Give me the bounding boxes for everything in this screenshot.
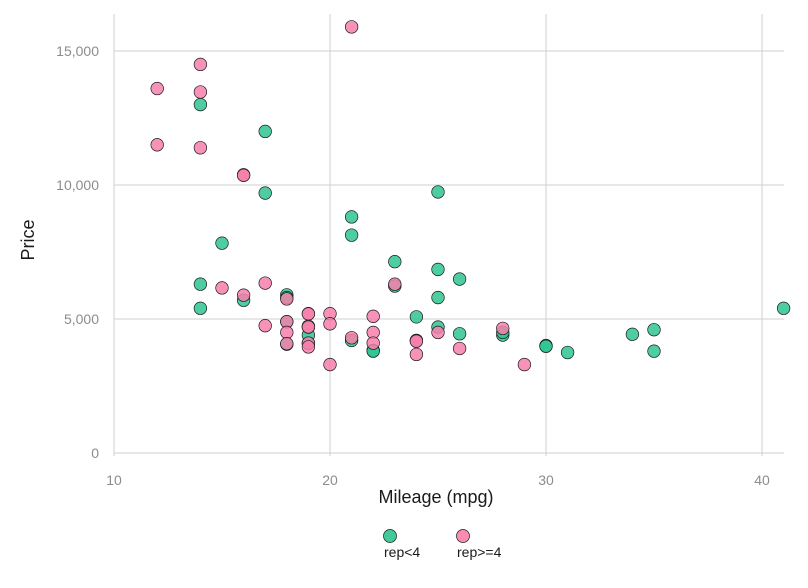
- data-point: [258, 186, 272, 200]
- data-point: [409, 310, 424, 324]
- legend-label: rep<4: [384, 544, 420, 560]
- data-point: [215, 281, 229, 295]
- data-point: [258, 124, 272, 139]
- data-point: [344, 20, 359, 34]
- data-point: [517, 357, 532, 372]
- data-point: [193, 141, 208, 155]
- legend-marker: [456, 529, 470, 543]
- data-point: [452, 327, 467, 341]
- data-point: [301, 340, 316, 354]
- data-point: [150, 138, 164, 152]
- x-axis-title: Mileage (mpg): [378, 487, 493, 507]
- y-tick-label: 0: [91, 445, 99, 461]
- data-point: [776, 301, 791, 315]
- data-point: [388, 277, 402, 291]
- data-point: [280, 337, 294, 351]
- data-point: [323, 317, 337, 331]
- data-point: [258, 319, 272, 333]
- legend-label: rep>=4: [457, 544, 502, 560]
- legend: rep<4 rep>=4: [383, 529, 502, 560]
- data-point: [539, 339, 553, 353]
- data-point: [280, 325, 294, 340]
- data-point: [647, 344, 661, 358]
- legend-marker: [383, 529, 397, 543]
- data-point: [647, 323, 661, 337]
- data-points: [150, 20, 791, 372]
- data-point: [431, 185, 445, 199]
- data-point: [409, 334, 424, 348]
- data-point: [452, 341, 467, 356]
- data-point: [344, 331, 359, 345]
- data-point: [236, 168, 251, 183]
- series-points: [150, 20, 532, 372]
- data-point: [193, 301, 208, 315]
- x-tick-label: 40: [754, 472, 770, 488]
- data-point: [366, 309, 380, 323]
- data-point: [193, 277, 208, 291]
- y-axis-title: Price: [18, 219, 38, 260]
- data-point: [280, 292, 294, 306]
- data-point: [236, 288, 251, 302]
- data-point: [431, 262, 445, 277]
- data-point: [388, 254, 402, 269]
- data-point: [452, 272, 467, 286]
- data-point: [496, 321, 510, 336]
- data-point: [193, 57, 208, 72]
- x-tick-label: 10: [106, 472, 122, 488]
- data-point: [344, 228, 359, 242]
- x-tick-label: 20: [322, 472, 338, 488]
- data-point: [193, 97, 208, 112]
- y-tick-label: 15,000: [56, 43, 99, 59]
- data-point: [215, 236, 229, 250]
- data-point: [301, 320, 316, 334]
- data-point: [431, 290, 445, 305]
- data-point: [301, 307, 316, 321]
- y-tick-label: 10,000: [56, 177, 99, 193]
- data-point: [625, 327, 640, 341]
- x-tick-label: 30: [538, 472, 554, 488]
- data-point: [431, 325, 445, 340]
- data-point: [193, 85, 208, 99]
- data-point: [560, 345, 575, 360]
- data-point: [409, 347, 424, 362]
- tick-labels: 10 20 30 40 0 5,000 10,000 15,000: [56, 43, 770, 488]
- data-point: [366, 336, 380, 350]
- grid: [113, 14, 784, 456]
- data-point: [344, 210, 359, 224]
- y-tick-label: 5,000: [64, 311, 99, 327]
- data-point: [258, 276, 272, 290]
- data-point: [323, 357, 337, 372]
- data-point: [150, 81, 164, 96]
